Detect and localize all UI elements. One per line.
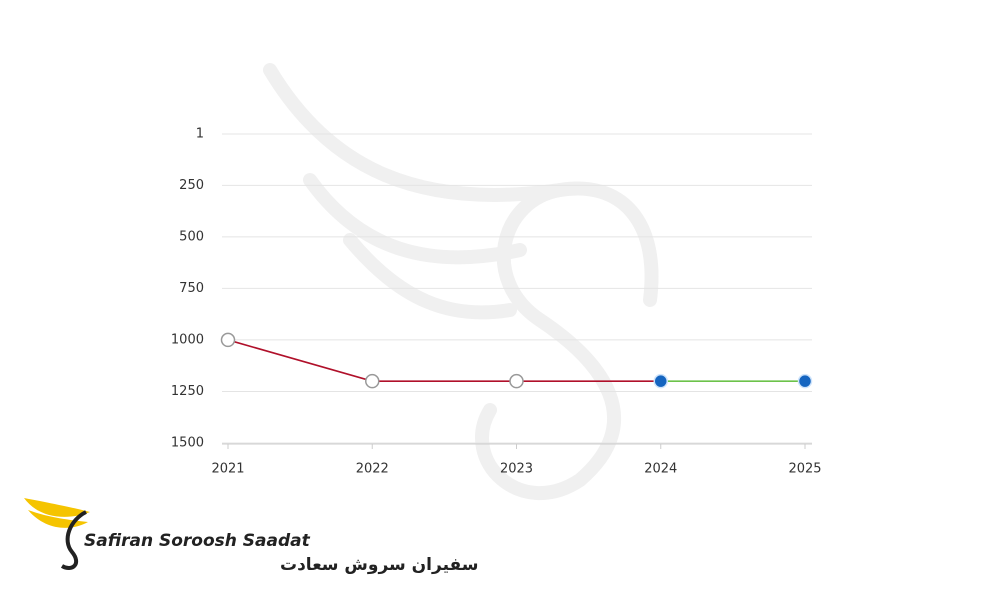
point — [365, 373, 380, 389]
point — [220, 332, 236, 348]
point — [797, 373, 813, 389]
x-tick-label: 2022 — [356, 462, 389, 477]
watermark-wing — [303, 173, 527, 265]
watermark-s — [475, 183, 621, 500]
y-tick-label: 1 — [196, 127, 204, 142]
y-tick-label: 500 — [179, 229, 204, 244]
line-series — [227, 339, 661, 382]
x-tick-label: 2023 — [500, 462, 533, 477]
y-tick-label: 1000 — [171, 332, 204, 347]
logo-s — [60, 510, 88, 571]
y-tick-label: 1250 — [171, 384, 204, 399]
y-tick-label: 250 — [179, 178, 204, 193]
watermark — [263, 63, 659, 500]
logo: Safiran Soroosh Saadat سفیران سروش سعادت — [24, 498, 478, 575]
y-tick-label: 1500 — [171, 436, 204, 451]
logo-wing — [24, 498, 90, 517]
x-tick-label: 2024 — [644, 462, 677, 477]
logo-name-fa: سفیران سروش سعادت — [280, 555, 478, 575]
point — [509, 373, 524, 389]
watermark-wing — [343, 233, 517, 320]
x-tick-label: 2025 — [788, 462, 821, 477]
y-tick-label: 750 — [179, 281, 204, 296]
point — [653, 373, 668, 389]
logo-name: Safiran Soroosh Saadat — [84, 531, 311, 551]
x-tick-label: 2021 — [211, 462, 244, 477]
